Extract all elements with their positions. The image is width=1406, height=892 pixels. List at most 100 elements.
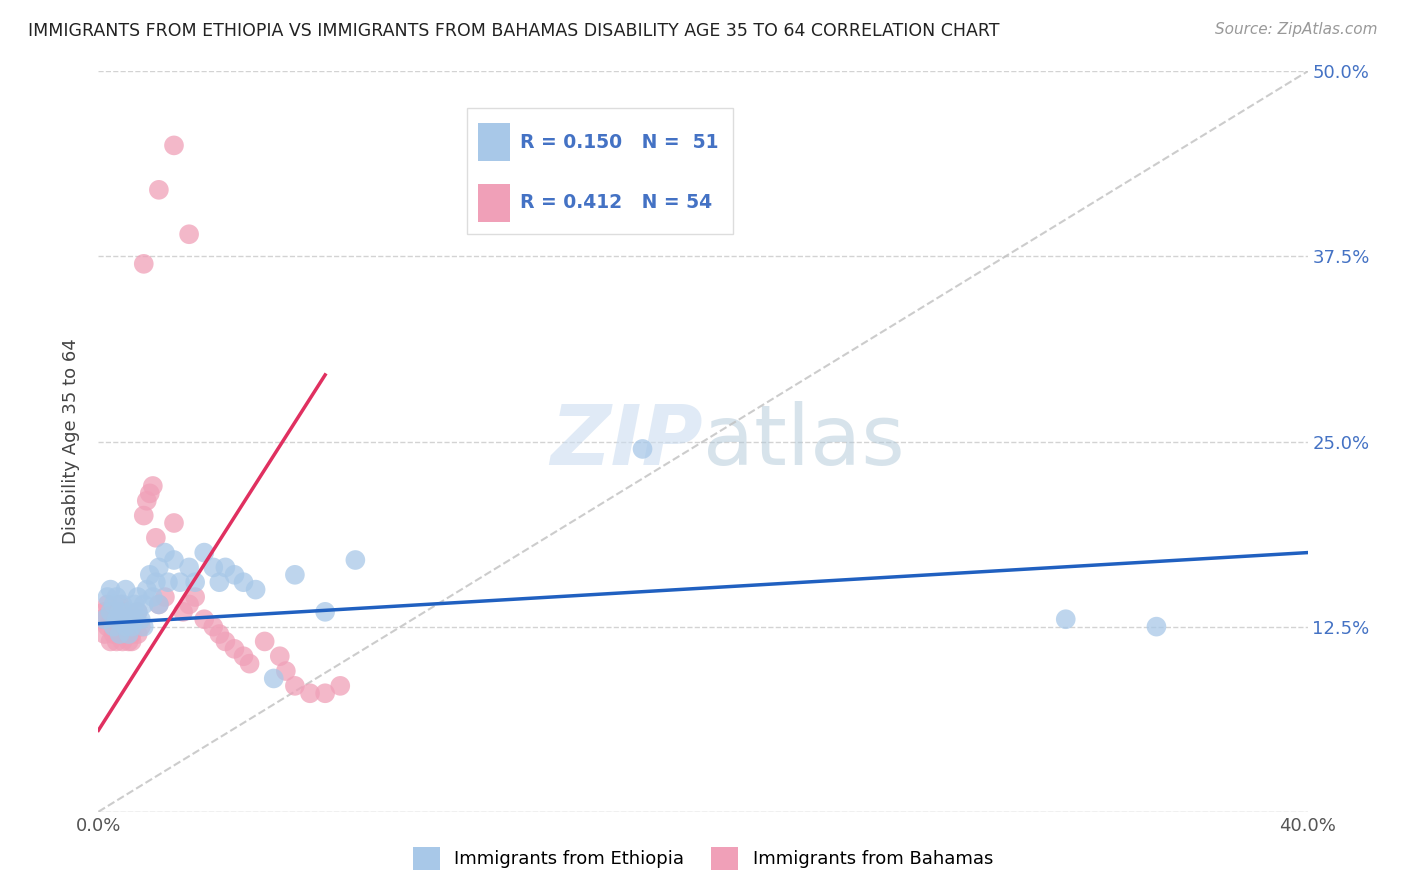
Point bbox=[96, 590, 118, 604]
Point bbox=[111, 634, 134, 648]
Point bbox=[179, 598, 201, 612]
Legend: Immigrants from Ethiopia, Immigrants from Bahamas: Immigrants from Ethiopia, Immigrants fro… bbox=[405, 840, 1001, 877]
Point bbox=[121, 612, 143, 626]
Point bbox=[314, 605, 336, 619]
Point bbox=[145, 531, 167, 545]
Text: atlas: atlas bbox=[703, 401, 904, 482]
Point bbox=[127, 605, 149, 619]
Point bbox=[142, 479, 165, 493]
Point bbox=[127, 590, 149, 604]
Point bbox=[232, 649, 254, 664]
Point bbox=[163, 553, 186, 567]
Point bbox=[284, 567, 307, 582]
Point bbox=[124, 598, 146, 612]
Point bbox=[100, 605, 122, 619]
Point bbox=[93, 627, 115, 641]
Text: Source: ZipAtlas.com: Source: ZipAtlas.com bbox=[1215, 22, 1378, 37]
Point bbox=[129, 612, 152, 626]
Point bbox=[132, 598, 155, 612]
Point bbox=[179, 227, 201, 242]
Point bbox=[232, 575, 254, 590]
Point bbox=[145, 575, 167, 590]
Point bbox=[269, 649, 291, 664]
Point bbox=[105, 612, 128, 626]
Point bbox=[114, 619, 136, 633]
Point bbox=[114, 605, 136, 619]
Point bbox=[105, 590, 128, 604]
Point bbox=[299, 686, 322, 700]
Point bbox=[263, 672, 285, 686]
Point bbox=[103, 605, 125, 619]
Point bbox=[179, 560, 201, 574]
Point bbox=[114, 627, 136, 641]
Point bbox=[118, 634, 141, 648]
Point bbox=[93, 605, 115, 619]
Point bbox=[127, 627, 149, 641]
Point bbox=[329, 679, 352, 693]
Point bbox=[103, 619, 125, 633]
Point bbox=[121, 634, 143, 648]
Point bbox=[121, 619, 143, 633]
Point bbox=[193, 612, 215, 626]
Point bbox=[274, 664, 297, 678]
Point bbox=[148, 598, 170, 612]
Point bbox=[253, 634, 276, 648]
Point bbox=[135, 493, 157, 508]
Point bbox=[108, 598, 131, 612]
Point bbox=[224, 641, 246, 656]
Point bbox=[121, 627, 143, 641]
Point bbox=[118, 612, 141, 626]
Point bbox=[202, 560, 225, 574]
Point bbox=[139, 486, 162, 500]
Point bbox=[344, 553, 367, 567]
Point bbox=[148, 183, 170, 197]
Point bbox=[284, 679, 307, 693]
Point bbox=[132, 619, 155, 633]
Point bbox=[1054, 612, 1077, 626]
Point bbox=[96, 619, 118, 633]
Point bbox=[169, 575, 191, 590]
Point bbox=[208, 575, 231, 590]
Point bbox=[111, 612, 134, 626]
Point bbox=[124, 612, 146, 626]
Point bbox=[153, 590, 176, 604]
Point bbox=[172, 605, 194, 619]
Point bbox=[100, 582, 122, 597]
Point bbox=[96, 598, 118, 612]
Point bbox=[214, 560, 236, 574]
Point bbox=[148, 560, 170, 574]
Y-axis label: Disability Age 35 to 64: Disability Age 35 to 64 bbox=[62, 339, 80, 544]
Point bbox=[90, 612, 112, 626]
Point bbox=[184, 590, 207, 604]
Point bbox=[100, 612, 122, 626]
Point bbox=[163, 516, 186, 530]
Text: IMMIGRANTS FROM ETHIOPIA VS IMMIGRANTS FROM BAHAMAS DISABILITY AGE 35 TO 64 CORR: IMMIGRANTS FROM ETHIOPIA VS IMMIGRANTS F… bbox=[28, 22, 1000, 40]
Point bbox=[208, 627, 231, 641]
Point bbox=[214, 634, 236, 648]
Point bbox=[153, 546, 176, 560]
Point bbox=[314, 686, 336, 700]
Point bbox=[105, 612, 128, 626]
Point bbox=[163, 138, 186, 153]
Point bbox=[111, 612, 134, 626]
Point bbox=[224, 567, 246, 582]
Point bbox=[156, 575, 179, 590]
Point bbox=[193, 546, 215, 560]
Point bbox=[93, 612, 115, 626]
Point bbox=[103, 598, 125, 612]
Point bbox=[118, 605, 141, 619]
Point bbox=[108, 627, 131, 641]
Point bbox=[139, 567, 162, 582]
Text: ZIP: ZIP bbox=[550, 401, 703, 482]
Point bbox=[108, 605, 131, 619]
Point bbox=[114, 582, 136, 597]
Point bbox=[129, 619, 152, 633]
Point bbox=[124, 612, 146, 626]
Point bbox=[239, 657, 262, 671]
Point bbox=[103, 627, 125, 641]
Point bbox=[631, 442, 654, 456]
Point bbox=[132, 508, 155, 523]
Point bbox=[135, 582, 157, 597]
Point bbox=[132, 257, 155, 271]
Point bbox=[245, 582, 267, 597]
